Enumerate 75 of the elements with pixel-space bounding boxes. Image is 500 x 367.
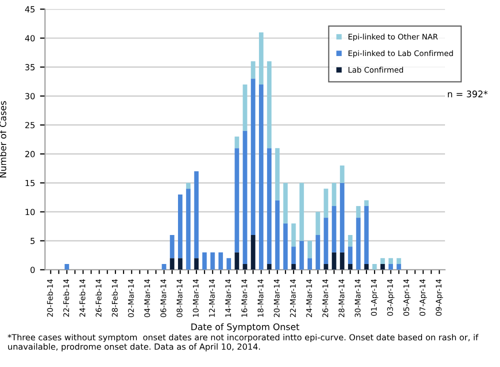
bar	[178, 194, 182, 258]
bar	[396, 264, 402, 270]
bar	[291, 223, 296, 247]
text: n = 392*	[448, 90, 488, 98]
bar	[226, 258, 232, 270]
bar	[275, 148, 280, 200]
bar	[299, 240, 304, 270]
bar	[64, 264, 70, 270]
bar	[380, 264, 385, 270]
bar	[332, 252, 336, 270]
bar	[324, 264, 328, 270]
bar	[316, 212, 320, 235]
bar	[388, 258, 393, 264]
y-tick-label: 30	[25, 93, 35, 100]
bar	[324, 218, 328, 264]
bar	[186, 188, 191, 270]
bar	[250, 61, 256, 79]
y-tick-label: 35	[25, 64, 35, 70]
y-tick-label: 5	[30, 238, 35, 244]
bar	[291, 246, 296, 264]
bar	[242, 84, 248, 131]
bar	[194, 258, 199, 270]
bar	[242, 130, 248, 264]
y-tick-label: 45	[25, 6, 35, 12]
bar	[250, 78, 256, 235]
y-tick-label: 20	[25, 150, 35, 158]
x-axis-title: Date of Symptom Onset	[191, 323, 300, 332]
bar	[267, 148, 272, 264]
bar	[267, 61, 272, 148]
bar	[234, 136, 240, 148]
bar	[308, 258, 312, 270]
y-tick-label: 40	[25, 35, 35, 42]
bar	[324, 188, 328, 218]
bar	[299, 182, 304, 241]
bar	[210, 252, 215, 270]
bar	[356, 206, 361, 218]
bar	[170, 258, 174, 270]
y-tick-label: 10	[26, 208, 35, 216]
y-tick-label: 25	[25, 122, 35, 128]
bar	[267, 264, 272, 270]
bar	[332, 206, 336, 252]
text: *Three cases without symptom onset dates are not incorporated intto epi-curve. Onset date based on rash or, if unavailable, prodrome onset date. Data as of April 10, 2014.	[8, 334, 478, 352]
bar	[258, 32, 264, 84]
bar	[170, 235, 174, 258]
bar	[218, 252, 223, 270]
bar	[332, 182, 336, 206]
bar	[250, 235, 256, 270]
bar	[364, 264, 369, 270]
bar	[234, 148, 240, 252]
bar	[348, 246, 352, 264]
bar	[380, 258, 385, 264]
bar	[340, 182, 344, 252]
bar	[364, 200, 369, 206]
bar	[372, 264, 377, 270]
bar	[364, 206, 369, 264]
bar	[388, 264, 393, 270]
bar	[340, 252, 344, 270]
bar	[178, 258, 182, 270]
bar	[348, 235, 352, 247]
bar	[258, 84, 264, 270]
bar	[291, 264, 296, 270]
bar	[340, 166, 344, 183]
bar	[234, 252, 240, 270]
bar	[186, 182, 191, 189]
bar	[308, 240, 312, 258]
bar	[348, 264, 352, 270]
y-tick-label: 15	[26, 180, 35, 186]
bar	[162, 264, 166, 270]
bar	[356, 218, 361, 270]
bar	[283, 182, 288, 224]
bar	[275, 200, 280, 270]
y-tick-label: 0	[30, 266, 35, 274]
bar	[396, 258, 402, 264]
bar	[316, 235, 320, 270]
bar	[194, 171, 199, 258]
